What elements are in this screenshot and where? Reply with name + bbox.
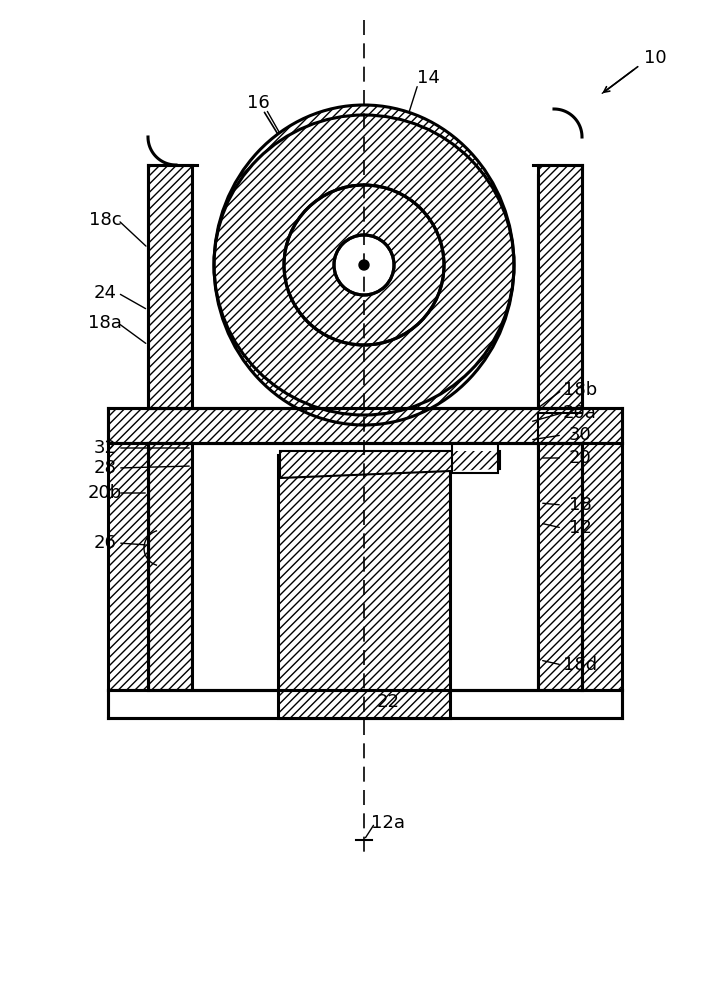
- Text: 16: 16: [247, 94, 269, 112]
- Bar: [148, 443, 192, 690]
- Ellipse shape: [284, 185, 444, 345]
- Text: 18: 18: [569, 496, 591, 514]
- Text: 18d: 18d: [563, 656, 597, 674]
- Bar: [582, 443, 622, 690]
- Text: 20a: 20a: [563, 404, 597, 422]
- Bar: [108, 443, 148, 690]
- Text: 20: 20: [569, 449, 591, 467]
- Bar: [278, 455, 450, 718]
- Bar: [108, 408, 622, 443]
- Text: 20b: 20b: [88, 484, 122, 502]
- Text: 22: 22: [376, 693, 400, 711]
- Polygon shape: [280, 451, 500, 478]
- Text: 32: 32: [93, 439, 116, 457]
- Bar: [148, 165, 192, 408]
- Text: 12a: 12a: [371, 814, 405, 832]
- Ellipse shape: [359, 260, 369, 270]
- Bar: [278, 455, 450, 718]
- Text: 24: 24: [93, 284, 116, 302]
- Text: 18b: 18b: [563, 381, 597, 399]
- Bar: [538, 443, 582, 690]
- Ellipse shape: [334, 235, 394, 295]
- Text: 18a: 18a: [88, 314, 122, 332]
- Bar: [538, 165, 582, 408]
- Bar: [108, 408, 622, 443]
- Text: 28: 28: [94, 459, 116, 477]
- Bar: [108, 690, 622, 718]
- Ellipse shape: [334, 235, 394, 295]
- Text: 10: 10: [644, 49, 666, 67]
- Bar: [148, 165, 582, 408]
- Bar: [148, 443, 582, 690]
- Text: 12: 12: [569, 519, 591, 537]
- Text: 14: 14: [416, 69, 440, 87]
- Text: 26: 26: [94, 534, 116, 552]
- Text: 30: 30: [569, 426, 591, 444]
- Ellipse shape: [214, 105, 514, 425]
- Bar: [452, 443, 498, 473]
- Text: 18c: 18c: [89, 211, 122, 229]
